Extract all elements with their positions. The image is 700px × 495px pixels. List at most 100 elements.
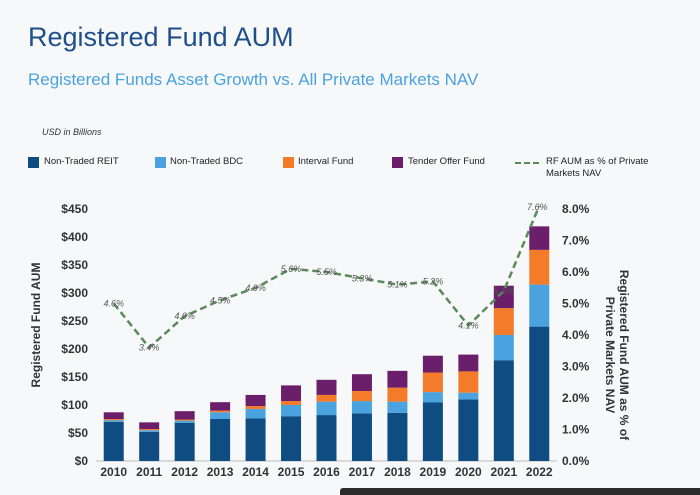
bar-segment xyxy=(103,420,124,422)
bar-segment xyxy=(139,430,160,432)
bar-segment xyxy=(351,374,372,391)
bar-segment xyxy=(103,421,124,461)
bar-segment xyxy=(387,412,408,461)
x-tick-label: 2014 xyxy=(242,465,269,479)
line-data-label: 5.1% xyxy=(387,280,408,290)
y-tick-label: $100 xyxy=(61,398,88,412)
line-data-label: 4.6% xyxy=(103,299,124,309)
y2-tick-label: 5.0% xyxy=(562,297,590,311)
bar-segment xyxy=(245,418,266,461)
bar-segment xyxy=(529,284,550,327)
x-tick-label: 2021 xyxy=(490,465,517,479)
bar-segment xyxy=(316,401,337,416)
y2-tick-label: 8.0% xyxy=(562,202,590,216)
y-tick-label: $200 xyxy=(61,342,88,356)
y-tick-label: $450 xyxy=(61,202,88,216)
bar-segment xyxy=(529,249,550,285)
y-tick-label: $150 xyxy=(61,370,88,384)
x-tick-label: 2018 xyxy=(384,465,411,479)
line-series-path xyxy=(112,205,541,350)
bar-segment xyxy=(174,411,195,420)
y2-tick-label: 3.0% xyxy=(562,360,590,374)
x-tick-label: 2010 xyxy=(100,465,127,479)
bar-segment xyxy=(529,326,550,461)
bar-segment xyxy=(316,379,337,395)
bar-segment xyxy=(458,399,479,461)
bar-segment xyxy=(174,419,195,421)
bar-segment xyxy=(316,415,337,461)
bar-segment xyxy=(210,419,231,461)
line-data-label: 4.5% xyxy=(210,295,231,305)
bar-segment xyxy=(245,394,266,407)
x-tick-label: 2020 xyxy=(455,465,482,479)
window-edge xyxy=(340,488,700,495)
y-tick-label: $300 xyxy=(61,286,88,300)
bar-segment xyxy=(493,285,514,309)
line-data-label: 5.5% xyxy=(316,267,337,277)
bar-segment xyxy=(458,354,479,372)
line-data-label: 4.0% xyxy=(174,311,195,321)
line-data-label: 5.2% xyxy=(423,276,444,286)
y2-tick-label: 4.0% xyxy=(562,328,590,342)
bar-segment xyxy=(422,402,443,461)
bar-segment xyxy=(281,401,302,405)
y2-tick-label: 7.0% xyxy=(562,234,590,248)
unit-note: USD in Billions xyxy=(42,127,102,137)
bar-segment xyxy=(493,335,514,361)
line-data-label: 5.6% xyxy=(494,286,515,296)
y-tick-label: $350 xyxy=(61,258,88,272)
x-tick-label: 2022 xyxy=(526,465,553,479)
bar-segment xyxy=(458,371,479,393)
bar-segment xyxy=(387,387,408,402)
bar-segment xyxy=(210,410,231,413)
bar-segment xyxy=(422,372,443,393)
bar-segment xyxy=(316,394,337,402)
y-tick-label: $400 xyxy=(61,230,88,244)
y-axis-title: Registered Fund AUM xyxy=(29,263,43,388)
bar-segment xyxy=(281,416,302,461)
bar-segment xyxy=(422,355,443,373)
line-data-label: 4.1% xyxy=(458,321,479,331)
line-data-label: 4.9% xyxy=(245,283,266,293)
line-data-label: 5.6% xyxy=(281,264,302,274)
bar-segment xyxy=(139,431,160,461)
bar-segment xyxy=(139,429,160,431)
x-tick-label: 2015 xyxy=(278,465,305,479)
bar-segment xyxy=(281,405,302,417)
y2-tick-label: 6.0% xyxy=(562,265,590,279)
y2-tick-label: 2.0% xyxy=(562,391,590,405)
bar-segment xyxy=(210,402,231,411)
bar-segment xyxy=(387,370,408,388)
bar-segment xyxy=(174,422,195,461)
bar-segment xyxy=(281,385,302,402)
bar-segment xyxy=(351,391,372,402)
bar-segment xyxy=(210,412,231,419)
bar-segment xyxy=(458,392,479,400)
y2-tick-label: 0.0% xyxy=(562,454,590,468)
y-tick-label: $250 xyxy=(61,314,88,328)
line-data-label: 3.4% xyxy=(139,343,160,353)
page-title: Registered Fund AUM xyxy=(28,22,294,52)
bar-segment xyxy=(103,419,124,421)
bar-segment xyxy=(245,408,266,419)
bar-segment xyxy=(493,360,514,461)
bar-segment xyxy=(351,401,372,414)
bar-segment xyxy=(351,413,372,461)
bar-segment xyxy=(174,420,195,423)
bar-segment xyxy=(493,308,514,335)
bar-segment xyxy=(139,422,160,430)
x-tick-label: 2011 xyxy=(136,465,162,479)
line-data-label: 7.6% xyxy=(527,202,548,212)
bar-segment xyxy=(245,406,266,409)
page-subtitle: Registered Funds Asset Growth vs. All Pr… xyxy=(28,70,479,89)
y-tick-label: $50 xyxy=(68,426,88,440)
x-tick-label: 2019 xyxy=(420,465,447,479)
x-tick-label: 2016 xyxy=(313,465,340,479)
x-tick-label: 2012 xyxy=(171,465,198,479)
y2-axis-title: Registered Fund AUM as % ofPrivate Marke… xyxy=(603,270,631,441)
bar-segment xyxy=(529,226,550,250)
bar-segment xyxy=(387,401,408,413)
bar-segment xyxy=(422,392,443,403)
